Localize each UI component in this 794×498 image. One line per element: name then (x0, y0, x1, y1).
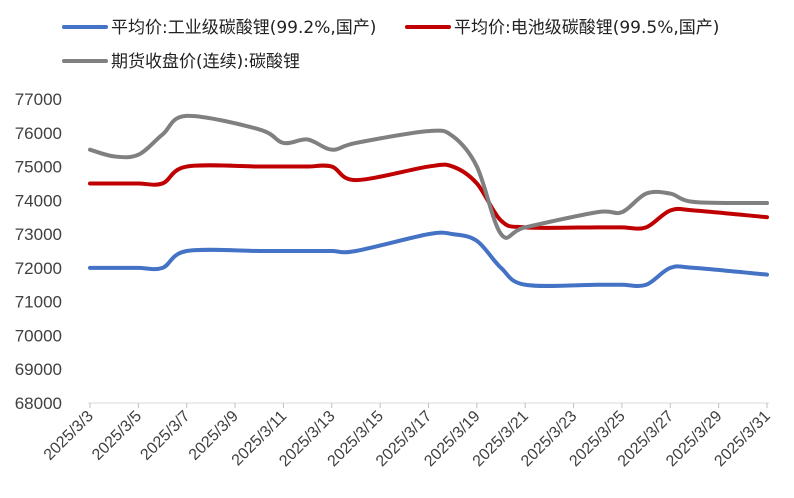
y-tick-label: 71000 (15, 293, 62, 312)
legend-label: 期货收盘价(连续):碳酸锂 (111, 52, 300, 72)
y-tick-label: 73000 (15, 225, 62, 244)
legend-label: 平均价:电池级碳酸锂(99.5%,国产) (454, 18, 719, 38)
y-tick-label: 70000 (15, 326, 62, 345)
y-tick-label: 69000 (15, 360, 62, 379)
legend-item: 平均价:工业级碳酸锂(99.2%,国产) (62, 18, 376, 38)
x-tick-label: 2025/3/7 (137, 408, 193, 464)
x-tick-label: 2025/3/5 (89, 408, 145, 464)
x-tick-label: 2025/3/3 (41, 408, 97, 464)
y-axis: 68000 69000 70000 71000 72000 73000 74000 75000… (15, 90, 62, 413)
y-tick-label: 76000 (15, 124, 62, 143)
series-line (88, 230, 769, 289)
legend-label: 平均价:工业级碳酸锂(99.2%,国产) (111, 18, 376, 38)
legend-item: 平均价:电池级碳酸锂(99.5%,国产) (405, 18, 719, 38)
y-tick-label: 68000 (15, 394, 62, 413)
series-line (88, 113, 769, 240)
y-tick-label: 75000 (15, 158, 62, 177)
plot-area (88, 113, 769, 289)
legend-item: 期货收盘价(连续):碳酸锂 (62, 52, 300, 72)
series-line (88, 162, 769, 231)
legend: 平均价:工业级碳酸锂(99.2%,国产) 平均价:电池级碳酸锂(99.5%,国产)… (62, 18, 719, 72)
y-tick-label: 74000 (15, 191, 62, 210)
x-axis: 2025/3/32025/3/52025/3/72025/3/92025/3/1… (41, 402, 774, 470)
y-tick-label: 72000 (15, 259, 62, 278)
y-tick-label: 77000 (15, 90, 62, 109)
